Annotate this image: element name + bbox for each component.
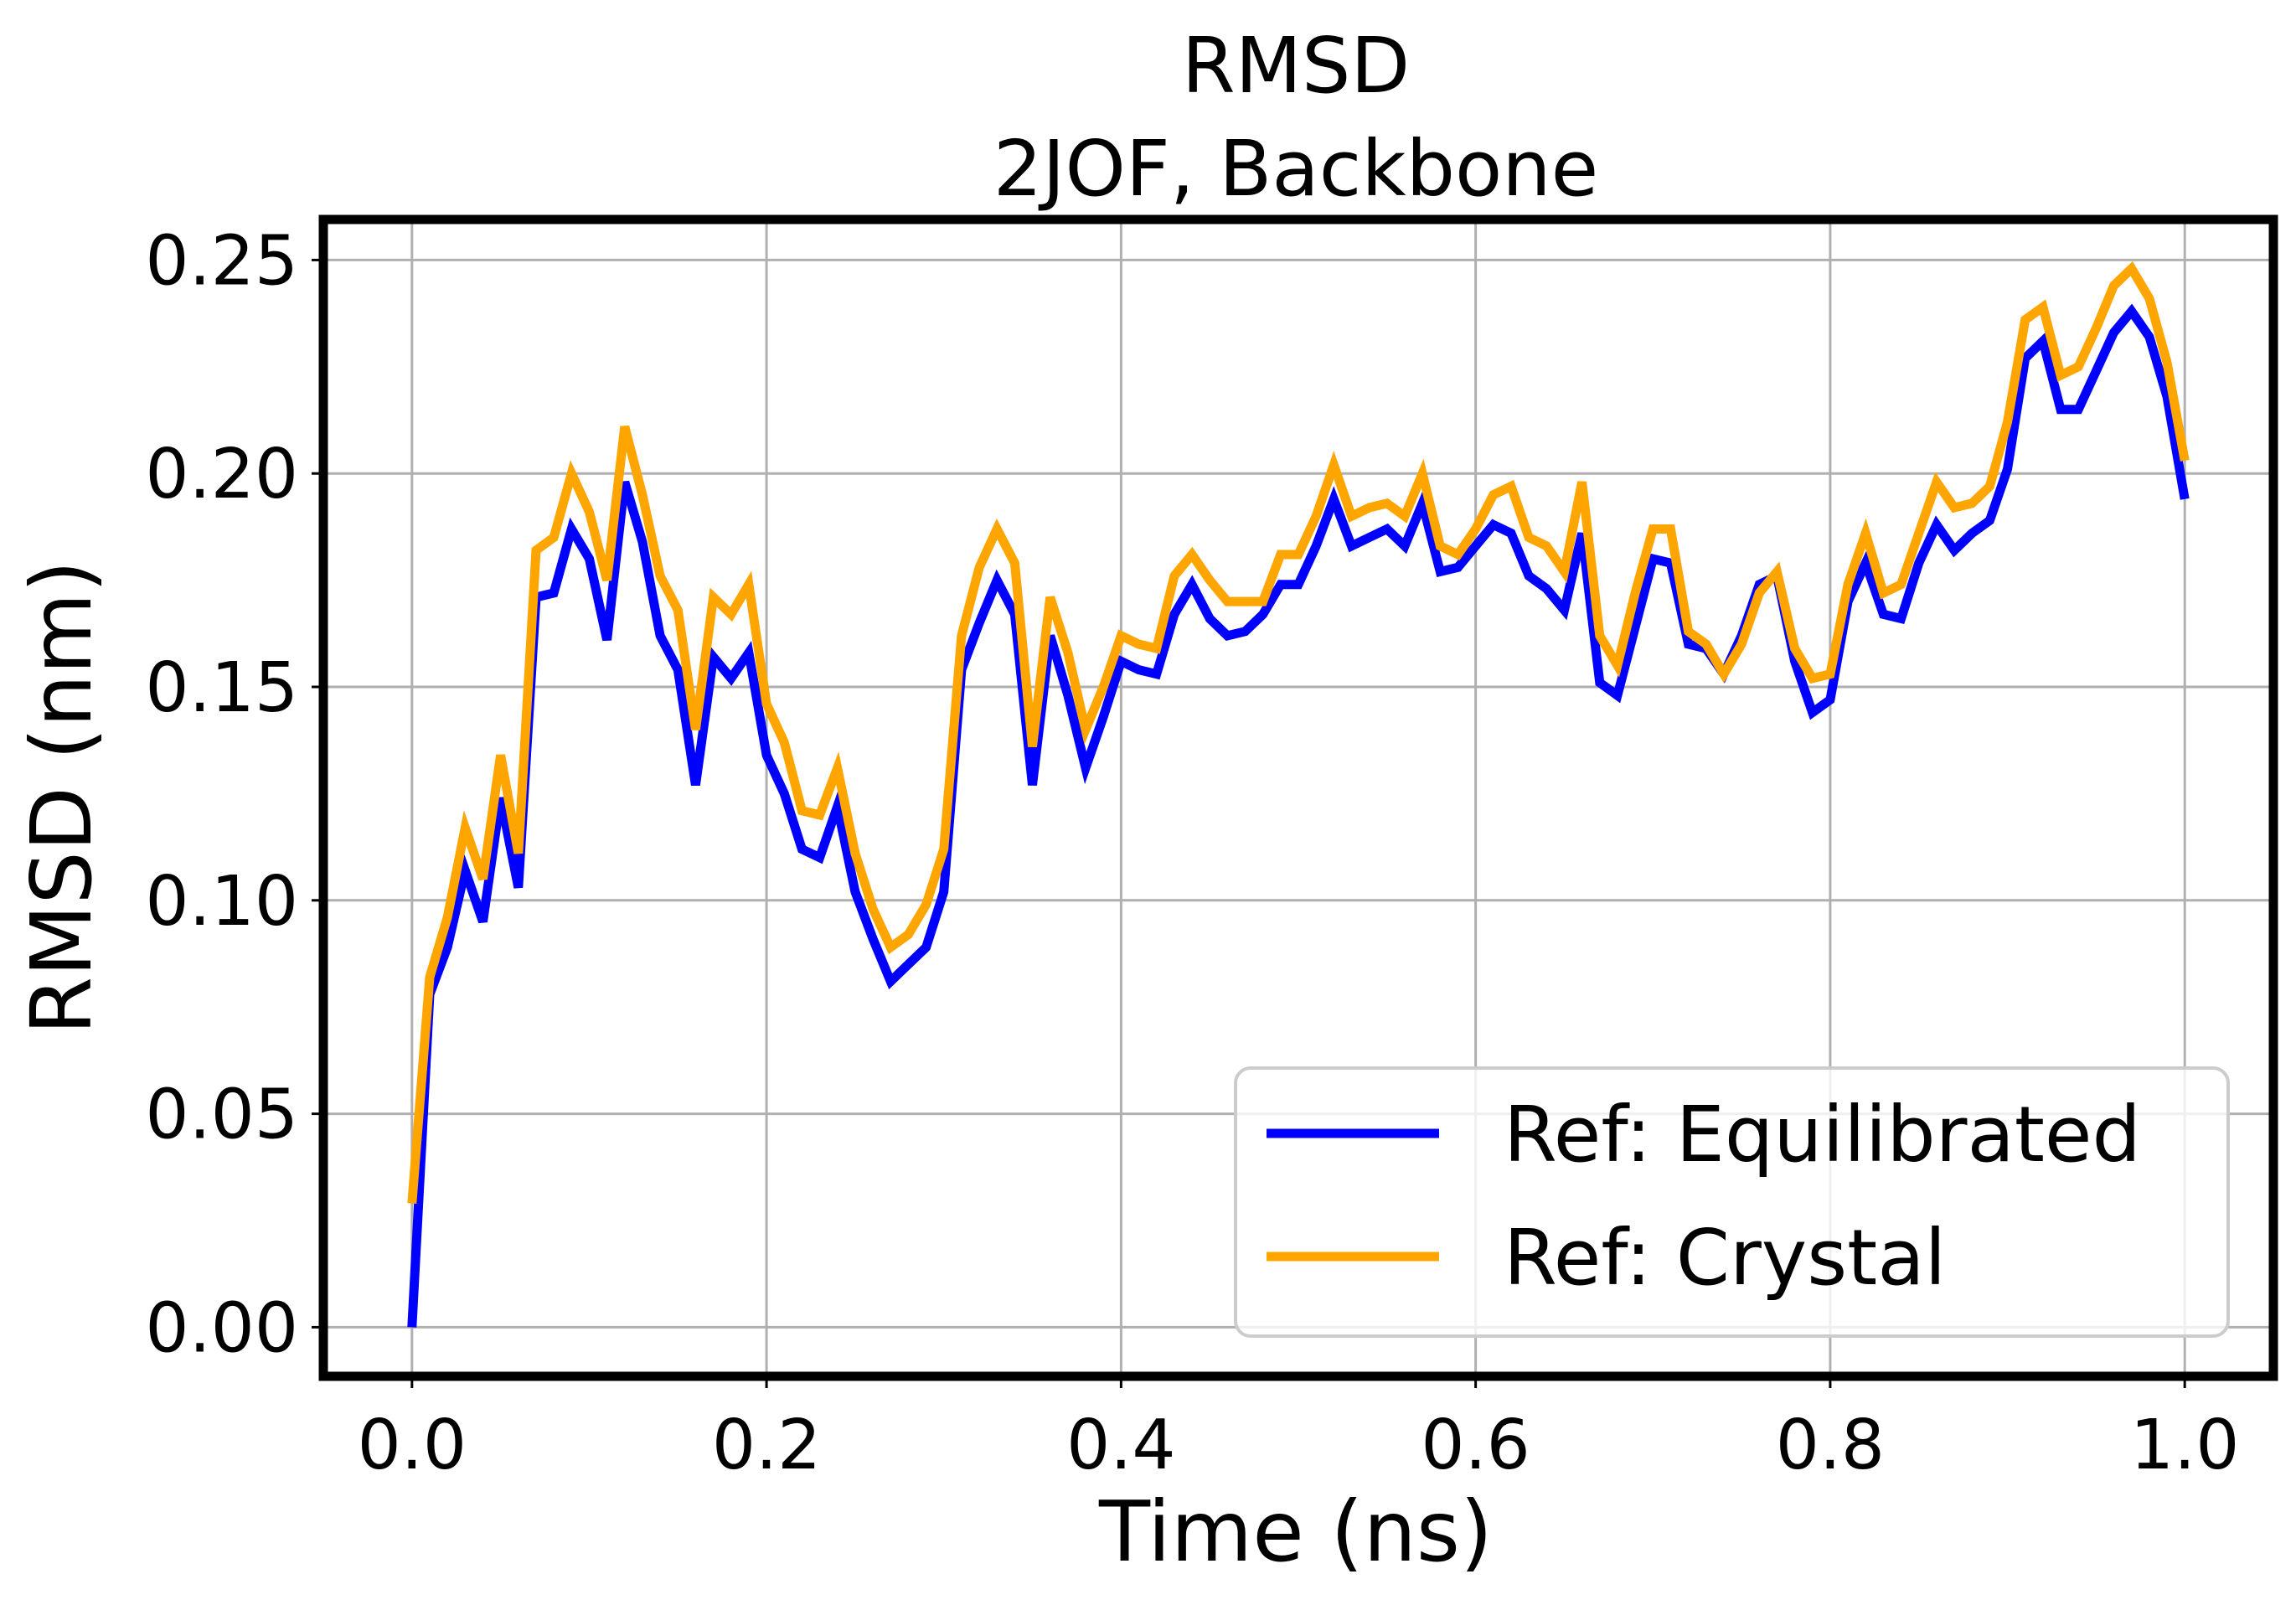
y-axis-label: RMSD (nm) (13, 560, 111, 1035)
y-tick-label: 0.15 (145, 648, 298, 728)
x-tick-label: 0.2 (712, 1406, 821, 1485)
legend: Ref: Equilibrated Ref: Crystal (1234, 1066, 2230, 1338)
x-tick-label: 0.0 (358, 1406, 467, 1485)
chart-title: RMSD (1182, 21, 1411, 111)
legend-label-crystal: Ref: Crystal (1504, 1213, 1946, 1303)
y-tick-label: 0.05 (145, 1076, 298, 1155)
legend-label-equilibrated: Ref: Equilibrated (1504, 1090, 2141, 1179)
y-tick-label: 0.00 (145, 1288, 298, 1368)
y-tick-label: 0.10 (145, 862, 298, 942)
series-line-equilibrated (407, 303, 2190, 1328)
chart-subtitle: 2JOF, Backbone (993, 124, 1598, 214)
y-tick-label: 0.20 (145, 435, 298, 514)
plot-frame (318, 214, 2278, 1381)
x-tick-label: 0.8 (1776, 1406, 1885, 1485)
legend-box (1234, 1066, 2230, 1338)
x-tick-label: 0.4 (1066, 1406, 1175, 1485)
y-tick-label: 0.25 (145, 221, 298, 301)
series-line-crystal (407, 261, 2190, 1205)
x-tick-label: 0.6 (1421, 1406, 1530, 1485)
x-tick-label: 1.0 (2130, 1406, 2239, 1485)
series-lines (407, 261, 2190, 1328)
x-axis-label: Time (ns) (1098, 1483, 1493, 1581)
grid (323, 219, 2273, 1376)
axis-ticks: 0.0 0.2 0.4 0.6 0.8 1.0 0.00 0.05 0.10 0.15 0.20 0.… (145, 221, 2239, 1485)
